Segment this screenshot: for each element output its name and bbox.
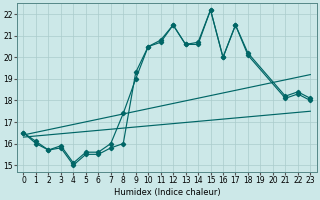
- X-axis label: Humidex (Indice chaleur): Humidex (Indice chaleur): [114, 188, 220, 197]
